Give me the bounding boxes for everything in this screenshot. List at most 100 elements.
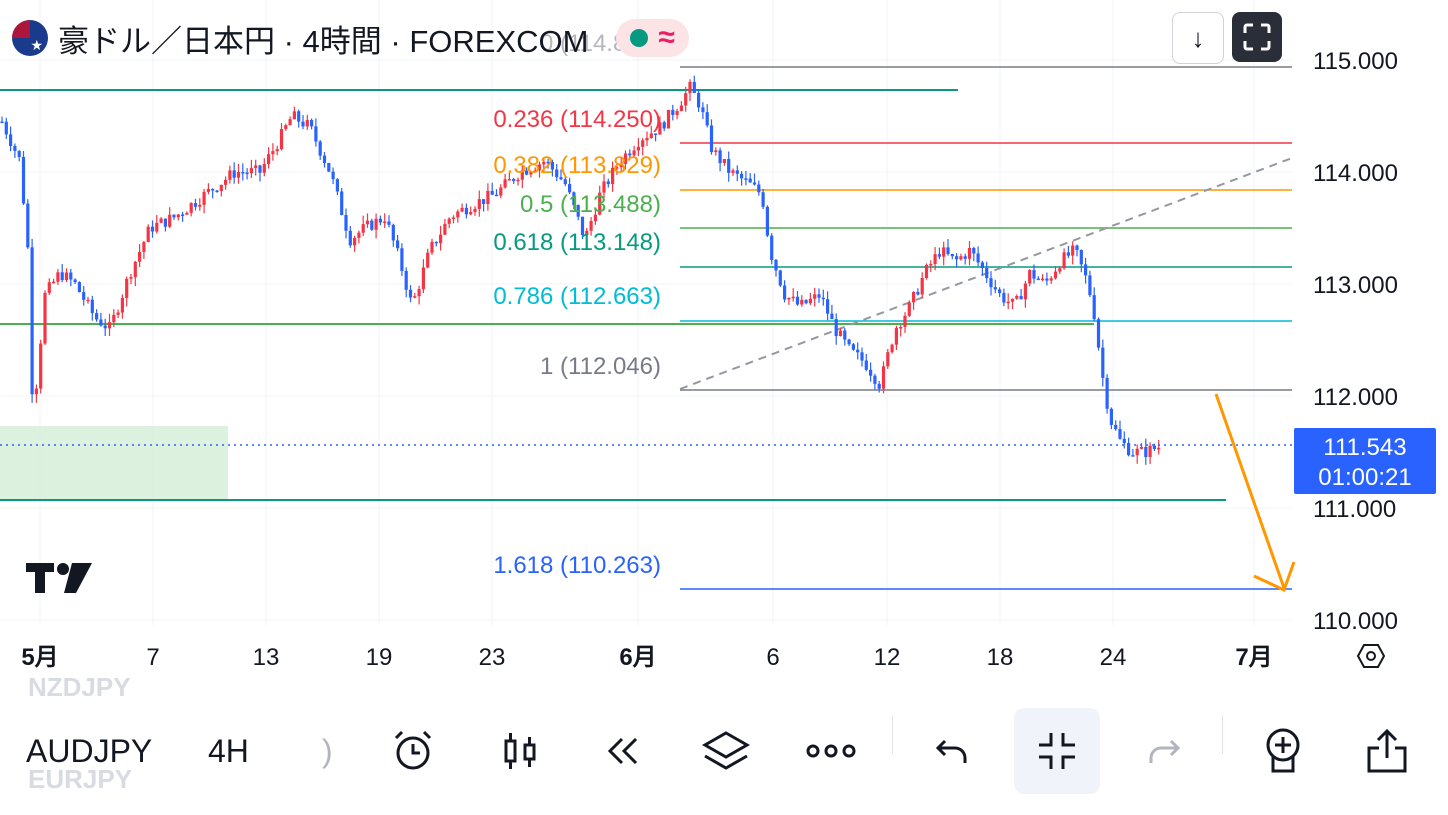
candle-body (998, 289, 1002, 293)
candle-body (881, 366, 886, 389)
chart-type-button[interactable] (500, 708, 540, 794)
candle-body (408, 289, 413, 298)
candle-body (116, 312, 120, 315)
redo-button[interactable] (1146, 708, 1182, 794)
undo-button[interactable] (934, 708, 970, 794)
candle-body (443, 223, 447, 235)
candle-body (907, 302, 911, 316)
candle-body (903, 315, 907, 327)
candle-body (890, 344, 894, 353)
candle-body (464, 207, 468, 215)
grid (0, 0, 1292, 625)
candle-body (770, 235, 774, 260)
candle-body (60, 272, 64, 281)
candle-body (86, 299, 90, 302)
candle-body (185, 212, 189, 215)
candle-body (30, 247, 34, 395)
candle-body (486, 190, 490, 204)
candle-body (482, 199, 486, 204)
candle-body (727, 158, 731, 173)
candle-body (267, 154, 271, 165)
candle-body (219, 184, 223, 192)
candle-body (103, 325, 107, 329)
interval-selector[interactable]: 4H (208, 732, 249, 769)
candle-body (787, 297, 791, 300)
candle-body (1135, 448, 1139, 456)
candle-body (211, 188, 215, 191)
candlesticks (0, 75, 1161, 465)
replay-button[interactable] (600, 708, 644, 794)
candle-body (1036, 278, 1040, 281)
candle-body (533, 170, 537, 172)
market-status-pill[interactable]: ≈ (616, 19, 689, 57)
candle-body (916, 291, 920, 295)
more-button[interactable] (806, 708, 856, 794)
candle-body (649, 133, 653, 138)
candle-body (1023, 283, 1027, 300)
candle-body (1084, 264, 1088, 276)
candle-body (507, 179, 511, 181)
candle-body (361, 224, 365, 233)
candle-body (249, 168, 253, 174)
symbol-selector[interactable]: AUDJPY (26, 732, 153, 769)
candle-body (684, 93, 688, 106)
svg-text:113.000: 113.000 (1313, 272, 1398, 299)
candle-body (292, 111, 296, 120)
candle-body (288, 119, 292, 126)
alert-button[interactable] (390, 708, 436, 794)
add-indicator-button[interactable] (1260, 708, 1306, 794)
candle-body (82, 292, 86, 300)
candle-body (645, 137, 649, 141)
candle-body (236, 172, 241, 178)
candle-body (318, 141, 322, 156)
candle-body (322, 155, 327, 164)
price-chart[interactable]: 0 (114.831) 0.236 (114.250) 0.382 (113.8… (0, 0, 1448, 686)
settings-hexagon-icon[interactable] (1356, 644, 1386, 668)
candle-body (697, 92, 701, 108)
candle-body (254, 165, 258, 169)
candle-body (899, 326, 903, 329)
forecast-arrow (1214, 393, 1296, 593)
svg-text:115.000: 115.000 (1313, 48, 1398, 75)
candle-body (133, 261, 137, 278)
candle-body (976, 253, 980, 263)
candle-body (671, 109, 675, 115)
share-icon (1367, 728, 1407, 773)
candle-body (894, 328, 898, 345)
candle-body (714, 150, 718, 153)
candle-body (1002, 292, 1006, 303)
candle-body (989, 278, 993, 288)
candle-body (1032, 270, 1036, 279)
exit-fullscreen-button[interactable] (1014, 708, 1100, 794)
candle-body (619, 163, 623, 168)
scroll-down-button[interactable]: ↓ (1172, 12, 1224, 64)
candle-body (598, 192, 602, 215)
candle-body (959, 256, 963, 260)
chart-area[interactable]: 0 (114.831) 0.236 (114.250) 0.382 (113.8… (0, 0, 1448, 686)
layers-button[interactable] (700, 708, 752, 794)
candle-body (73, 279, 77, 283)
candle-body (1053, 271, 1058, 279)
candle-body (800, 299, 804, 305)
candle-body (47, 282, 51, 293)
candle-body (615, 167, 619, 169)
candle-body (477, 199, 481, 209)
candle-body (623, 153, 628, 164)
arrow-down-icon: ↓ (1191, 22, 1205, 53)
candle-body (593, 214, 597, 222)
candle-body (830, 313, 834, 320)
candle-body (1114, 424, 1118, 430)
candle-body (155, 222, 159, 232)
current-price-tag (1294, 428, 1436, 494)
candle-body (886, 352, 890, 367)
candle-body (813, 294, 817, 299)
candle-body (1010, 298, 1015, 302)
bottom-toolbar: NZDJPY EURJPY AUDJPY 4H ) (0, 672, 1448, 815)
candle-body (279, 129, 284, 150)
candle-body (400, 248, 404, 271)
share-button[interactable] (1364, 708, 1410, 794)
candle-body (331, 171, 335, 180)
candle-body (383, 221, 387, 224)
fullscreen-button[interactable] (1232, 12, 1282, 62)
candle-body (43, 292, 47, 344)
